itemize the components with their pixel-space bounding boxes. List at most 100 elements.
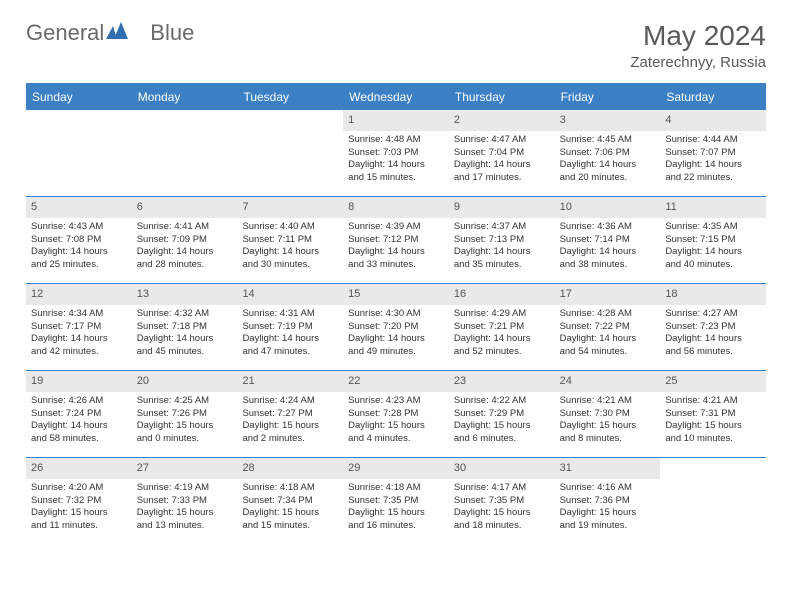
- day-header: Wednesday: [343, 85, 449, 109]
- calendar-cell: 25Sunrise: 4:21 AMSunset: 7:31 PMDayligh…: [660, 371, 766, 457]
- sunset-text: Sunset: 7:09 PM: [137, 234, 233, 247]
- dl2-text: and 13 minutes.: [137, 520, 233, 533]
- sunset-text: Sunset: 7:35 PM: [454, 495, 550, 508]
- sunset-text: Sunset: 7:03 PM: [348, 147, 444, 160]
- dl1-text: Daylight: 14 hours: [665, 246, 761, 259]
- week-row: 26Sunrise: 4:20 AMSunset: 7:32 PMDayligh…: [26, 457, 766, 544]
- cell-body: Sunrise: 4:32 AMSunset: 7:18 PMDaylight:…: [132, 305, 238, 365]
- brand-name-b: Blue: [150, 20, 194, 46]
- week-row: 19Sunrise: 4:26 AMSunset: 7:24 PMDayligh…: [26, 370, 766, 457]
- dl2-text: and 18 minutes.: [454, 520, 550, 533]
- sunset-text: Sunset: 7:17 PM: [31, 321, 127, 334]
- cell-body: Sunrise: 4:26 AMSunset: 7:24 PMDaylight:…: [26, 392, 132, 452]
- dl1-text: Daylight: 14 hours: [665, 159, 761, 172]
- sunrise-text: Sunrise: 4:36 AM: [560, 221, 656, 234]
- month-title: May 2024: [630, 20, 766, 52]
- dl2-text: and 38 minutes.: [560, 259, 656, 272]
- dl1-text: Daylight: 15 hours: [454, 420, 550, 433]
- day-number: 27: [132, 458, 238, 479]
- cell-body: Sunrise: 4:18 AMSunset: 7:34 PMDaylight:…: [237, 479, 343, 539]
- dl1-text: Daylight: 14 hours: [137, 246, 233, 259]
- dl1-text: Daylight: 15 hours: [137, 507, 233, 520]
- calendar-page: General Blue May 2024 Zaterechnyy, Russi…: [0, 0, 792, 544]
- dl1-text: Daylight: 14 hours: [242, 333, 338, 346]
- day-number: 4: [660, 110, 766, 131]
- cell-body: Sunrise: 4:25 AMSunset: 7:26 PMDaylight:…: [132, 392, 238, 452]
- sunset-text: Sunset: 7:22 PM: [560, 321, 656, 334]
- calendar-cell: 8Sunrise: 4:39 AMSunset: 7:12 PMDaylight…: [343, 197, 449, 283]
- sunrise-text: Sunrise: 4:39 AM: [348, 221, 444, 234]
- sunset-text: Sunset: 7:35 PM: [348, 495, 444, 508]
- cell-body: Sunrise: 4:37 AMSunset: 7:13 PMDaylight:…: [449, 218, 555, 278]
- week-row: 1Sunrise: 4:48 AMSunset: 7:03 PMDaylight…: [26, 109, 766, 196]
- sunrise-text: Sunrise: 4:44 AM: [665, 134, 761, 147]
- sunrise-text: Sunrise: 4:16 AM: [560, 482, 656, 495]
- calendar-cell: 30Sunrise: 4:17 AMSunset: 7:35 PMDayligh…: [449, 458, 555, 544]
- dl2-text: and 40 minutes.: [665, 259, 761, 272]
- sunset-text: Sunset: 7:07 PM: [665, 147, 761, 160]
- day-number: 6: [132, 197, 238, 218]
- cell-body: Sunrise: 4:30 AMSunset: 7:20 PMDaylight:…: [343, 305, 449, 365]
- dl2-text: and 20 minutes.: [560, 172, 656, 185]
- cell-body: Sunrise: 4:34 AMSunset: 7:17 PMDaylight:…: [26, 305, 132, 365]
- sunset-text: Sunset: 7:18 PM: [137, 321, 233, 334]
- sunset-text: Sunset: 7:04 PM: [454, 147, 550, 160]
- calendar-cell: 7Sunrise: 4:40 AMSunset: 7:11 PMDaylight…: [237, 197, 343, 283]
- sunset-text: Sunset: 7:34 PM: [242, 495, 338, 508]
- dl2-text: and 11 minutes.: [31, 520, 127, 533]
- calendar-cell: 4 Sunrise: 4:44 AMSunset: 7:07 PMDaylight…: [660, 110, 766, 196]
- calendar-cell: 16Sunrise: 4:29 AMSunset: 7:21 PMDayligh…: [449, 284, 555, 370]
- dl2-text: and 25 minutes.: [31, 259, 127, 272]
- day-number: 12: [26, 284, 132, 305]
- cell-body: Sunrise: 4:18 AMSunset: 7:35 PMDaylight:…: [343, 479, 449, 539]
- dl1-text: Daylight: 14 hours: [348, 333, 444, 346]
- calendar-cell: 23Sunrise: 4:22 AMSunset: 7:29 PMDayligh…: [449, 371, 555, 457]
- day-number: 26: [26, 458, 132, 479]
- cell-body: Sunrise: 4:21 AMSunset: 7:30 PMDaylight:…: [555, 392, 661, 452]
- day-number: 14: [237, 284, 343, 305]
- cell-body: Sunrise: 4:22 AMSunset: 7:29 PMDaylight:…: [449, 392, 555, 452]
- brand-name-a: General: [26, 20, 104, 46]
- calendar-cell: [26, 110, 132, 196]
- sunset-text: Sunset: 7:11 PM: [242, 234, 338, 247]
- dl1-text: Daylight: 14 hours: [31, 333, 127, 346]
- cell-body: Sunrise: 4:47 AMSunset: 7:04 PMDaylight:…: [449, 131, 555, 191]
- dl1-text: Daylight: 15 hours: [665, 420, 761, 433]
- sunrise-text: Sunrise: 4:31 AM: [242, 308, 338, 321]
- dl1-text: Daylight: 14 hours: [242, 246, 338, 259]
- dl2-text: and 8 minutes.: [560, 433, 656, 446]
- cell-body: Sunrise: 4:35 AMSunset: 7:15 PMDaylight:…: [660, 218, 766, 278]
- sunrise-text: Sunrise: 4:27 AM: [665, 308, 761, 321]
- calendar-cell: 2Sunrise: 4:47 AMSunset: 7:04 PMDaylight…: [449, 110, 555, 196]
- dl1-text: Daylight: 14 hours: [560, 159, 656, 172]
- calendar-cell: 29Sunrise: 4:18 AMSunset: 7:35 PMDayligh…: [343, 458, 449, 544]
- calendar-cell: 28Sunrise: 4:18 AMSunset: 7:34 PMDayligh…: [237, 458, 343, 544]
- dl2-text: and 33 minutes.: [348, 259, 444, 272]
- sunrise-text: Sunrise: 4:19 AM: [137, 482, 233, 495]
- dl2-text: and 58 minutes.: [31, 433, 127, 446]
- dl2-text: and 28 minutes.: [137, 259, 233, 272]
- dl1-text: Daylight: 15 hours: [242, 420, 338, 433]
- sunrise-text: Sunrise: 4:40 AM: [242, 221, 338, 234]
- sunrise-text: Sunrise: 4:18 AM: [242, 482, 338, 495]
- sunset-text: Sunset: 7:32 PM: [31, 495, 127, 508]
- day-header: Friday: [555, 85, 661, 109]
- sunset-text: Sunset: 7:26 PM: [137, 408, 233, 421]
- cell-body: Sunrise: 4:36 AMSunset: 7:14 PMDaylight:…: [555, 218, 661, 278]
- calendar-cell: [132, 110, 238, 196]
- dl2-text: and 6 minutes.: [454, 433, 550, 446]
- dl1-text: Daylight: 15 hours: [560, 420, 656, 433]
- day-number: 9: [449, 197, 555, 218]
- sunrise-text: Sunrise: 4:21 AM: [665, 395, 761, 408]
- dl2-text: and 56 minutes.: [665, 346, 761, 359]
- sunset-text: Sunset: 7:27 PM: [242, 408, 338, 421]
- calendar-cell: 1Sunrise: 4:48 AMSunset: 7:03 PMDaylight…: [343, 110, 449, 196]
- day-header: Saturday: [660, 85, 766, 109]
- sunrise-text: Sunrise: 4:24 AM: [242, 395, 338, 408]
- day-number: 13: [132, 284, 238, 305]
- calendar-cell: 5Sunrise: 4:43 AMSunset: 7:08 PMDaylight…: [26, 197, 132, 283]
- sunset-text: Sunset: 7:24 PM: [31, 408, 127, 421]
- dl1-text: Daylight: 15 hours: [31, 507, 127, 520]
- calendar-grid: SundayMondayTuesdayWednesdayThursdayFrid…: [26, 83, 766, 544]
- weeks-container: 1Sunrise: 4:48 AMSunset: 7:03 PMDaylight…: [26, 109, 766, 544]
